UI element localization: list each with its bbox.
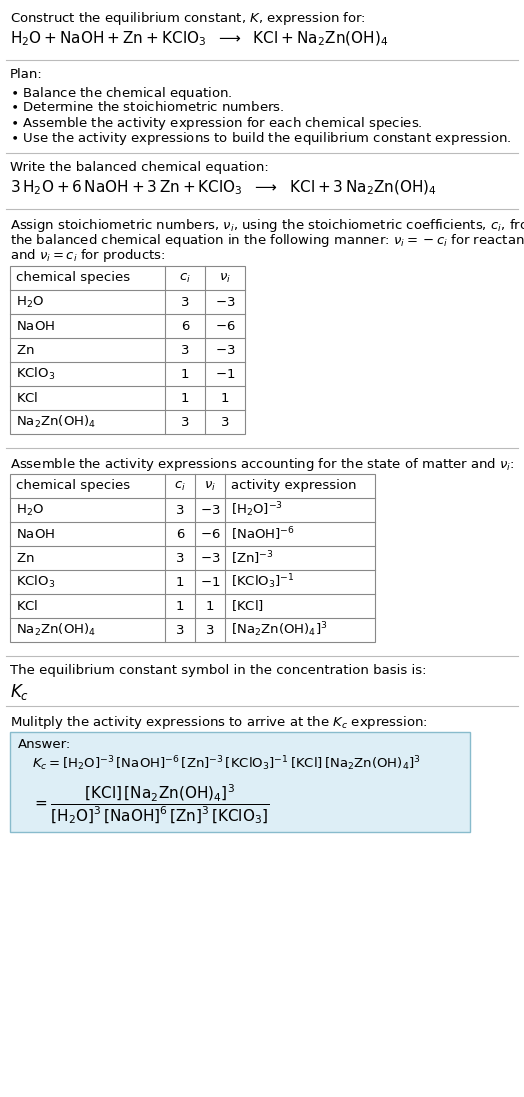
- Text: 3: 3: [181, 416, 189, 429]
- FancyBboxPatch shape: [10, 732, 470, 832]
- Text: $= \dfrac{[\mathrm{KCl}]\,[\mathrm{Na_2Zn(OH)_4}]^3}{[\mathrm{H_2O}]^3\,[\mathrm: $= \dfrac{[\mathrm{KCl}]\,[\mathrm{Na_2Z…: [32, 782, 269, 826]
- Text: $[\mathrm{KClO_3}]^{-1}$: $[\mathrm{KClO_3}]^{-1}$: [231, 573, 294, 591]
- Text: $\mathrm{Zn}$: $\mathrm{Zn}$: [16, 343, 35, 357]
- Text: $\nu_i$: $\nu_i$: [204, 479, 216, 493]
- Text: $[\mathrm{NaOH}]^{-6}$: $[\mathrm{NaOH}]^{-6}$: [231, 525, 295, 543]
- Text: $\mathrm{Na_2Zn(OH)_4}$: $\mathrm{Na_2Zn(OH)_4}$: [16, 414, 96, 430]
- Bar: [10, 265, 245, 434]
- Text: Plan:: Plan:: [10, 68, 43, 81]
- Text: $\mathrm{H_2O}$: $\mathrm{H_2O}$: [16, 502, 44, 518]
- Text: $\bullet$ Assemble the activity expression for each chemical species.: $\bullet$ Assemble the activity expressi…: [10, 115, 423, 132]
- Text: $\nu_i$: $\nu_i$: [219, 271, 231, 284]
- Text: $3$: $3$: [205, 623, 215, 636]
- Text: $[\mathrm{KCl}]$: $[\mathrm{KCl}]$: [231, 599, 264, 613]
- Text: chemical species: chemical species: [16, 271, 130, 284]
- Text: $[\mathrm{Na_2Zn(OH)_4}]^3$: $[\mathrm{Na_2Zn(OH)_4}]^3$: [231, 621, 328, 640]
- Text: $\mathrm{Zn}$: $\mathrm{Zn}$: [16, 552, 35, 565]
- Text: 1: 1: [176, 599, 184, 612]
- Text: Construct the equilibrium constant, $K$, expression for:: Construct the equilibrium constant, $K$,…: [10, 10, 366, 27]
- Text: $1$: $1$: [205, 599, 215, 612]
- Text: $\bullet$ Determine the stoichiometric numbers.: $\bullet$ Determine the stoichiometric n…: [10, 100, 285, 114]
- Text: $[\mathrm{Zn}]^{-3}$: $[\mathrm{Zn}]^{-3}$: [231, 550, 274, 567]
- Text: $-3$: $-3$: [200, 504, 220, 517]
- Text: 6: 6: [176, 528, 184, 541]
- Text: $\bullet$ Use the activity expressions to build the equilibrium constant express: $\bullet$ Use the activity expressions t…: [10, 131, 511, 147]
- Text: $\mathrm{KClO_3}$: $\mathrm{KClO_3}$: [16, 574, 56, 590]
- Text: $\mathrm{KClO_3}$: $\mathrm{KClO_3}$: [16, 366, 56, 382]
- Text: Assemble the activity expressions accounting for the state of matter and $\nu_i$: Assemble the activity expressions accoun…: [10, 456, 515, 473]
- Text: $\mathrm{NaOH}$: $\mathrm{NaOH}$: [16, 528, 55, 541]
- Bar: [10, 474, 375, 642]
- Text: $K_c$: $K_c$: [10, 682, 29, 702]
- Text: 3: 3: [181, 295, 189, 308]
- Text: $[\mathrm{H_2O}]^{-3}$: $[\mathrm{H_2O}]^{-3}$: [231, 500, 283, 519]
- Text: Write the balanced chemical equation:: Write the balanced chemical equation:: [10, 161, 269, 174]
- Text: $-3$: $-3$: [215, 295, 235, 308]
- Text: 3: 3: [176, 552, 184, 565]
- Text: $-6$: $-6$: [200, 528, 220, 541]
- Text: $\mathrm{KCl}$: $\mathrm{KCl}$: [16, 391, 38, 405]
- Text: Mulitply the activity expressions to arrive at the $K_c$ expression:: Mulitply the activity expressions to arr…: [10, 714, 428, 731]
- Text: $3$: $3$: [220, 416, 230, 429]
- Text: the balanced chemical equation in the following manner: $\nu_i = -c_i$ for react: the balanced chemical equation in the fo…: [10, 231, 524, 249]
- Text: $\mathrm{H_2O}$: $\mathrm{H_2O}$: [16, 294, 44, 309]
- Text: $\mathrm{NaOH}$: $\mathrm{NaOH}$: [16, 319, 55, 332]
- Text: $1$: $1$: [221, 392, 230, 405]
- Text: $-3$: $-3$: [215, 343, 235, 357]
- Text: The equilibrium constant symbol in the concentration basis is:: The equilibrium constant symbol in the c…: [10, 664, 427, 677]
- Text: $\bullet$ Balance the chemical equation.: $\bullet$ Balance the chemical equation.: [10, 84, 233, 102]
- Text: $\mathrm{H_2O + NaOH + Zn + KClO_3}$  $\longrightarrow$  $\mathrm{KCl + Na_2Zn(O: $\mathrm{H_2O + NaOH + Zn + KClO_3}$ $\l…: [10, 30, 388, 48]
- Text: chemical species: chemical species: [16, 479, 130, 493]
- Text: $\mathrm{3\,H_2O + 6\,NaOH + 3\,Zn + KClO_3}$  $\longrightarrow$  $\mathrm{KCl +: $\mathrm{3\,H_2O + 6\,NaOH + 3\,Zn + KCl…: [10, 179, 437, 197]
- Text: 1: 1: [181, 367, 189, 381]
- Text: $K_c = [\mathrm{H_2O}]^{-3}\,[\mathrm{NaOH}]^{-6}\,[\mathrm{Zn}]^{-3}\,[\mathrm{: $K_c = [\mathrm{H_2O}]^{-3}\,[\mathrm{Na…: [32, 754, 421, 772]
- Text: Answer:: Answer:: [18, 738, 71, 751]
- Text: 1: 1: [176, 576, 184, 588]
- Text: 3: 3: [176, 623, 184, 636]
- Text: $c_i$: $c_i$: [179, 271, 191, 284]
- Text: 1: 1: [181, 392, 189, 405]
- Text: $-3$: $-3$: [200, 552, 220, 565]
- Text: $-6$: $-6$: [215, 319, 235, 332]
- Text: $\mathrm{KCl}$: $\mathrm{KCl}$: [16, 599, 38, 613]
- Text: activity expression: activity expression: [231, 479, 356, 493]
- Text: 3: 3: [181, 343, 189, 357]
- Text: 3: 3: [176, 504, 184, 517]
- Text: $\mathrm{Na_2Zn(OH)_4}$: $\mathrm{Na_2Zn(OH)_4}$: [16, 622, 96, 638]
- Text: Assign stoichiometric numbers, $\nu_i$, using the stoichiometric coefficients, $: Assign stoichiometric numbers, $\nu_i$, …: [10, 217, 524, 234]
- Text: 6: 6: [181, 319, 189, 332]
- Text: and $\nu_i = c_i$ for products:: and $\nu_i = c_i$ for products:: [10, 247, 166, 264]
- Text: $-1$: $-1$: [200, 576, 220, 588]
- Text: $-1$: $-1$: [215, 367, 235, 381]
- Text: $c_i$: $c_i$: [174, 479, 186, 493]
